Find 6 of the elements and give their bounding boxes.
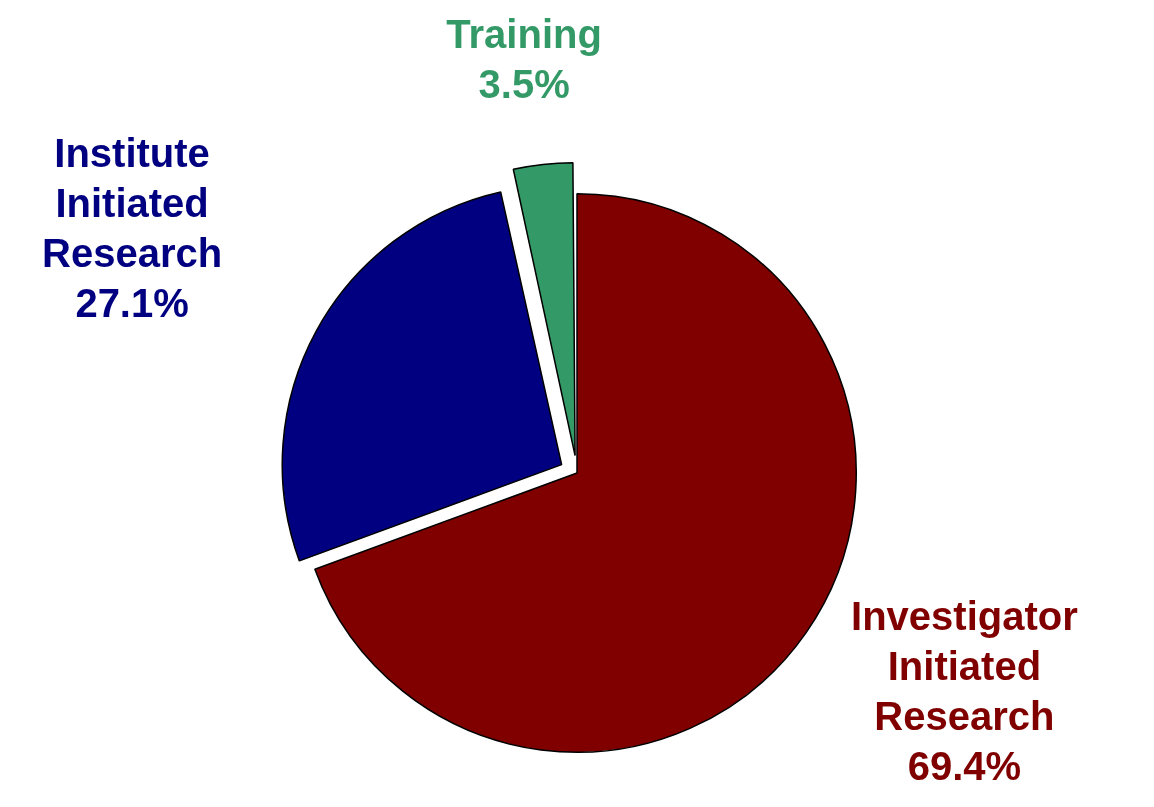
slice-label: Training [446, 12, 602, 57]
data-label: 27.1% [75, 281, 189, 326]
slice-label: Investigator Initiated Research [851, 594, 1078, 739]
slice-label: Institute Initiated Research [42, 131, 223, 276]
data-label: 3.5% [478, 62, 570, 107]
data-label: 69.4% [907, 744, 1022, 789]
